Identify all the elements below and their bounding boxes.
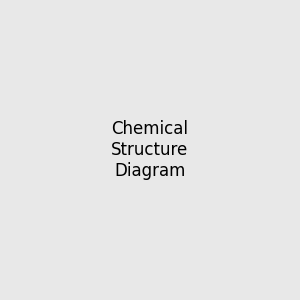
Text: Chemical
Structure
Diagram: Chemical Structure Diagram [111, 120, 189, 180]
